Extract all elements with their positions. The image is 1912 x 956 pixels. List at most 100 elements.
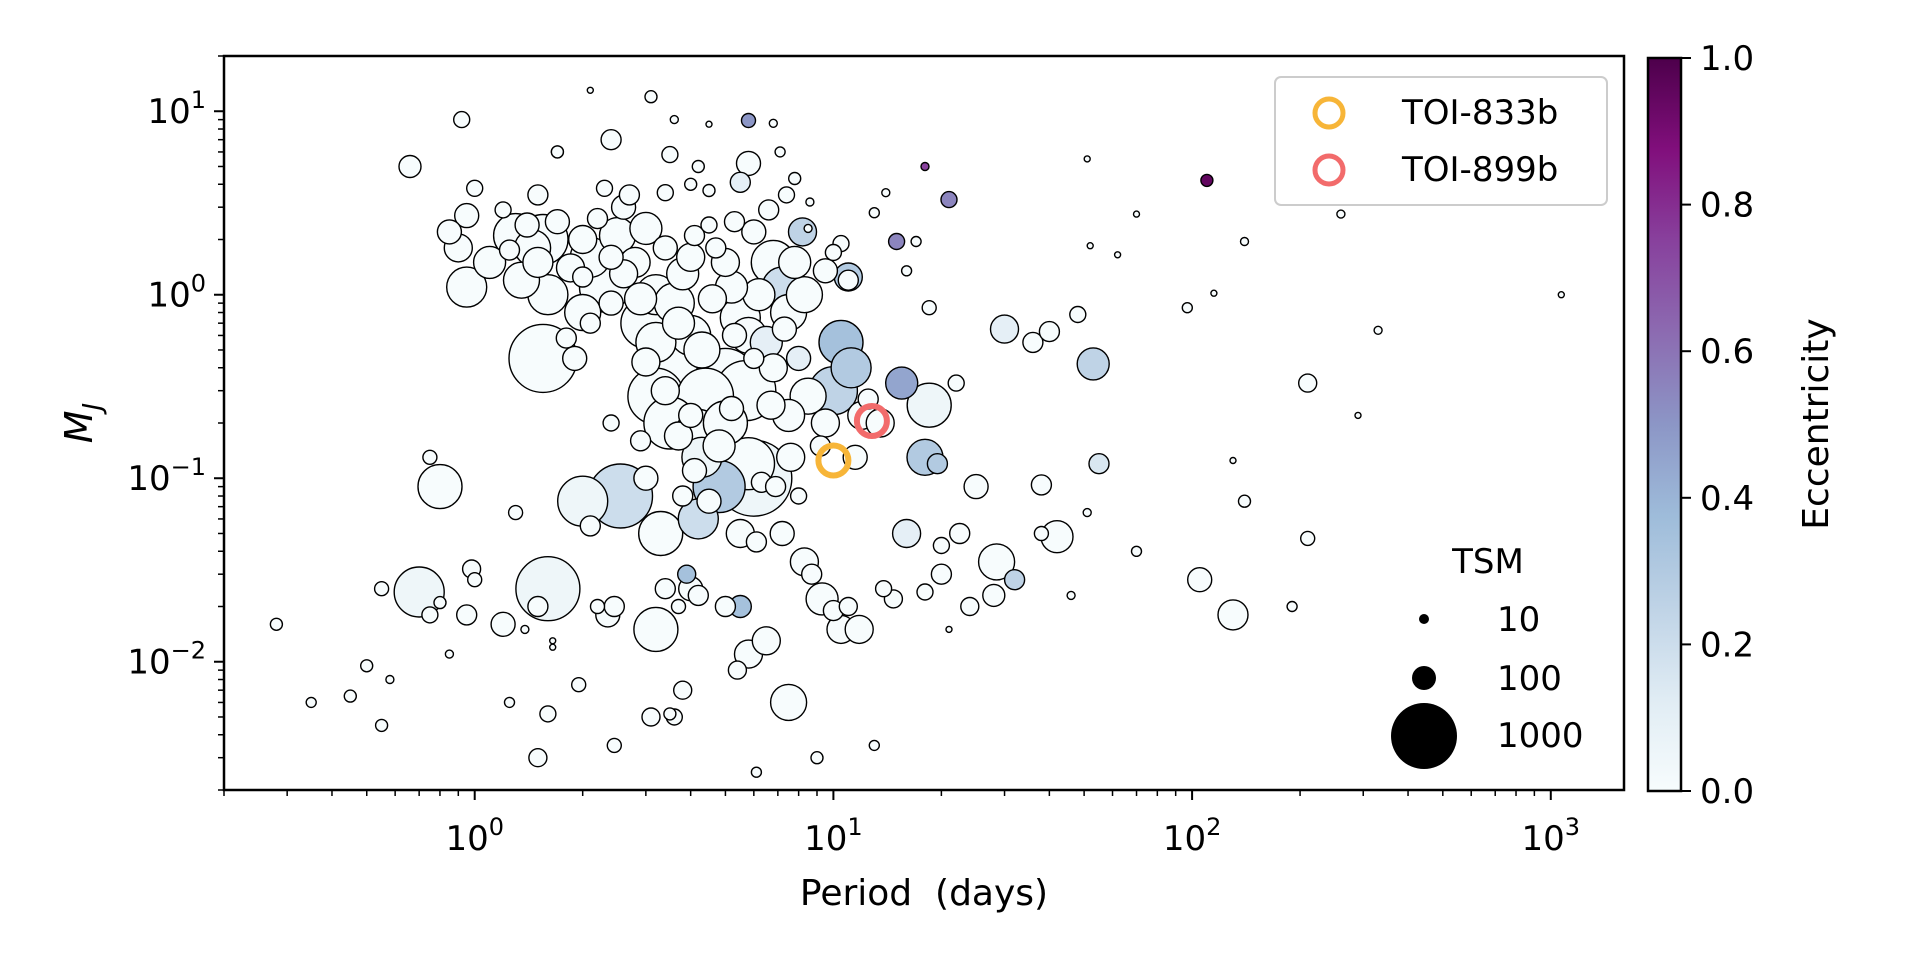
planet-point (788, 171, 802, 186)
data-points (269, 86, 1566, 778)
planet-point (891, 518, 922, 549)
planet-point (598, 244, 624, 270)
planet-point (633, 465, 659, 491)
planet-point (837, 269, 859, 291)
planet-point (562, 345, 588, 372)
planet-point (398, 154, 422, 179)
planet-point (1066, 590, 1076, 601)
planet-point (360, 659, 374, 673)
planet-point (945, 625, 953, 634)
planet-point (977, 543, 1016, 581)
size-legend-marker-1000 (1391, 703, 1457, 769)
highlight-point-toi-899b (853, 403, 890, 439)
planet-point (830, 347, 872, 389)
highlighted-planets (815, 403, 890, 479)
planet-point (498, 239, 521, 261)
size-legend-title: TSM (1451, 542, 1524, 582)
colorbar-label: Eccentricity (1796, 318, 1837, 529)
planet-point (656, 183, 674, 202)
planet-point (638, 510, 684, 557)
planet-point (1217, 599, 1249, 631)
planet-point (824, 243, 843, 262)
planet-point (641, 707, 661, 727)
planet-point (436, 219, 463, 245)
planet-point (774, 146, 786, 158)
planet-point (507, 504, 524, 521)
planet-point (683, 331, 721, 369)
planet-point (1113, 251, 1122, 259)
colorbar-tick-label: 1.0 (1700, 39, 1754, 79)
planet-point (385, 674, 395, 685)
planet-point (777, 186, 796, 204)
planet-point (989, 314, 1020, 344)
planet-point (572, 266, 594, 288)
colorbar-gradient (1646, 56, 1683, 793)
planet-point (676, 242, 706, 272)
colorbar-tick-label: 0.4 (1700, 479, 1754, 519)
planet-point (916, 583, 934, 601)
planet-point (568, 224, 598, 255)
planet-point (949, 522, 971, 545)
planet-point (702, 429, 736, 463)
legend-box (1274, 76, 1608, 206)
planet-point (789, 487, 808, 505)
planet-point (885, 366, 919, 400)
planet-point (644, 89, 658, 104)
planet-point (1239, 236, 1250, 247)
planet-point (1210, 289, 1218, 297)
planet-point (522, 246, 554, 279)
planet-point (681, 457, 708, 484)
planet-point (940, 190, 958, 209)
planet-point (803, 223, 813, 234)
planet-point (472, 245, 507, 280)
x-tick-label: 103 (1522, 813, 1581, 859)
planet-point (812, 258, 839, 284)
highlight-point-toi-833b (815, 442, 852, 479)
planet-point (696, 488, 722, 514)
highlight-legend: TOI-833b TOI-899b (1274, 76, 1608, 206)
planet-point (629, 211, 663, 246)
planet-point (598, 290, 624, 316)
planet-point (1200, 173, 1214, 188)
planet-point (764, 475, 787, 498)
planet-point (589, 598, 606, 615)
planet-point (1336, 209, 1346, 219)
legend-marker-toi-899b (1312, 153, 1346, 187)
planet-point (623, 282, 658, 316)
planet-point (785, 276, 824, 314)
planet-point (963, 473, 989, 500)
planet-point (603, 595, 625, 618)
planet-point (960, 596, 980, 617)
planet-point (868, 739, 880, 752)
planet-point (528, 748, 548, 768)
planet-point (1003, 569, 1026, 591)
planet-point (1557, 291, 1566, 299)
planet-point (433, 595, 447, 610)
size-legend: TSM 10 100 1000 (1391, 542, 1584, 769)
planet-point (687, 584, 709, 607)
planet-point (677, 564, 697, 584)
planet-point (932, 536, 951, 555)
planet-point (544, 208, 571, 235)
planet-point (838, 596, 858, 617)
planet-point (549, 637, 557, 645)
planet-point (1030, 474, 1053, 496)
planet-point (503, 696, 516, 709)
planet-point (1181, 302, 1194, 314)
planet-point (595, 179, 614, 198)
planet-point (629, 430, 652, 452)
planet-point (631, 347, 661, 377)
planet-point (771, 316, 798, 342)
planet-point (1069, 305, 1087, 324)
planet-point (740, 112, 757, 129)
planet-point (727, 660, 748, 680)
planet-point (921, 300, 937, 316)
planet-point (633, 606, 679, 653)
legend-label-toi-899b: TOI-899b (1401, 150, 1558, 190)
planet-point (810, 408, 841, 438)
planet-point (515, 556, 581, 622)
planet-point (1022, 331, 1044, 354)
planet-point (926, 453, 949, 475)
planet-point (982, 583, 1006, 608)
colorbar-tick-label: 0.6 (1700, 332, 1754, 372)
